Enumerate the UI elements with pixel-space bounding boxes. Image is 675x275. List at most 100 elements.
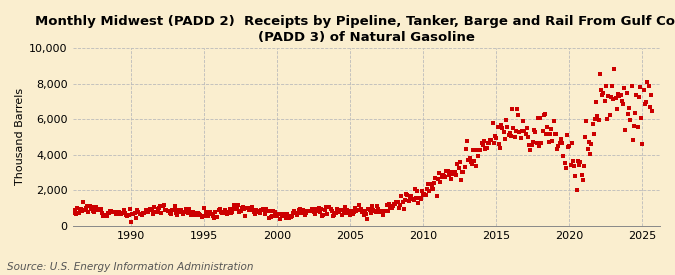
- Point: [84, 204, 95, 208]
- Point: [620, 128, 631, 132]
- Point: [356, 206, 367, 211]
- Point: [507, 107, 518, 111]
- Point: [549, 132, 560, 136]
- Point: [583, 147, 593, 152]
- Point: [637, 142, 648, 146]
- Point: [173, 208, 184, 212]
- Point: [248, 210, 259, 214]
- Point: [201, 209, 212, 214]
- Point: [371, 203, 382, 208]
- Point: [191, 211, 202, 215]
- Point: [325, 207, 336, 211]
- Point: [571, 188, 582, 192]
- Point: [441, 169, 452, 173]
- Point: [384, 202, 395, 206]
- Point: [424, 189, 435, 193]
- Point: [288, 211, 298, 216]
- Point: [157, 204, 168, 208]
- Point: [322, 211, 333, 216]
- Point: [244, 208, 254, 212]
- Point: [527, 140, 538, 144]
- Point: [353, 202, 364, 207]
- Point: [86, 207, 97, 211]
- Point: [145, 207, 156, 212]
- Point: [472, 153, 483, 158]
- Point: [475, 147, 486, 152]
- Point: [327, 209, 338, 213]
- Point: [309, 211, 320, 216]
- Point: [570, 174, 581, 178]
- Point: [234, 210, 245, 214]
- Point: [344, 210, 354, 215]
- Point: [568, 159, 578, 164]
- Point: [79, 208, 90, 212]
- Point: [566, 141, 577, 146]
- Point: [485, 138, 495, 142]
- Point: [345, 213, 356, 218]
- Point: [553, 144, 564, 148]
- Point: [254, 211, 265, 215]
- Point: [518, 119, 529, 123]
- Point: [418, 193, 429, 197]
- Point: [128, 212, 139, 217]
- Point: [401, 192, 412, 196]
- Point: [513, 113, 524, 117]
- Point: [526, 142, 537, 147]
- Point: [162, 208, 173, 213]
- Point: [213, 207, 224, 212]
- Point: [99, 213, 109, 217]
- Point: [130, 215, 141, 220]
- Point: [647, 109, 657, 113]
- Point: [547, 139, 558, 144]
- Point: [202, 214, 213, 219]
- Point: [612, 107, 622, 111]
- Point: [373, 207, 383, 212]
- Point: [515, 135, 526, 140]
- Point: [383, 209, 394, 214]
- Point: [495, 145, 506, 150]
- Point: [174, 209, 185, 214]
- Point: [431, 194, 442, 199]
- Point: [78, 200, 89, 204]
- Point: [406, 194, 416, 199]
- Point: [172, 213, 183, 218]
- Point: [211, 215, 221, 219]
- Point: [443, 173, 454, 177]
- Point: [446, 177, 457, 181]
- Point: [76, 207, 86, 211]
- Point: [251, 208, 262, 212]
- Point: [587, 121, 598, 126]
- Point: [415, 197, 426, 201]
- Point: [392, 200, 403, 205]
- Point: [465, 160, 476, 164]
- Point: [266, 215, 277, 219]
- Point: [456, 177, 466, 182]
- Point: [283, 213, 294, 218]
- Point: [536, 141, 547, 145]
- Point: [439, 174, 450, 178]
- Point: [135, 211, 146, 216]
- Point: [315, 210, 325, 214]
- Point: [618, 101, 628, 106]
- Point: [525, 147, 536, 152]
- Point: [645, 93, 656, 97]
- Point: [377, 210, 387, 214]
- Point: [219, 208, 230, 213]
- Point: [529, 128, 539, 133]
- Point: [144, 207, 155, 212]
- Point: [195, 213, 206, 218]
- Point: [481, 146, 492, 150]
- Point: [595, 88, 606, 92]
- Point: [328, 214, 339, 219]
- Point: [519, 129, 530, 133]
- Point: [217, 210, 227, 215]
- Point: [510, 128, 521, 133]
- Point: [338, 207, 348, 212]
- Point: [350, 206, 360, 211]
- Point: [577, 178, 588, 182]
- Point: [263, 216, 274, 220]
- Point: [442, 169, 453, 173]
- Point: [222, 212, 233, 216]
- Point: [491, 136, 502, 141]
- Point: [90, 205, 101, 209]
